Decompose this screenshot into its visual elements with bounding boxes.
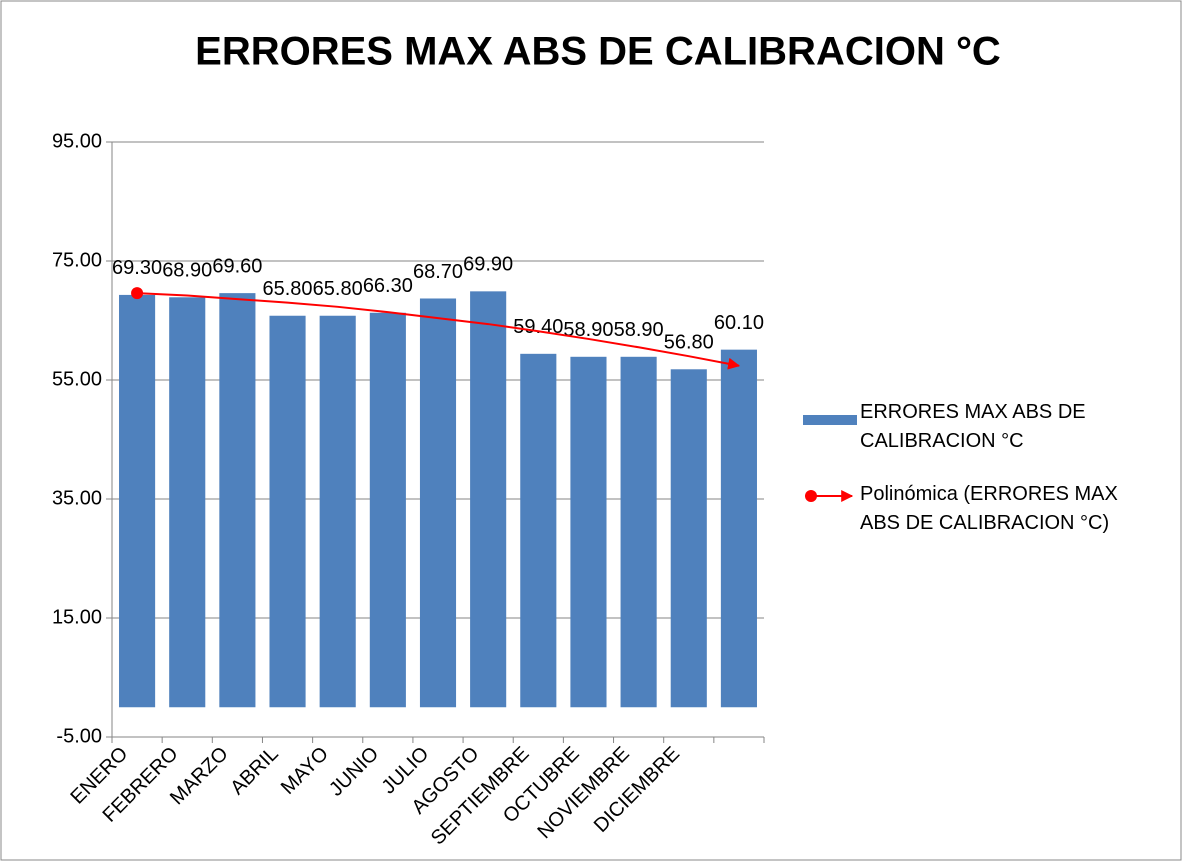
bar — [470, 291, 507, 708]
legend-entry: Polinómica (ERRORES MAX ABS DE CALIBRACI… — [860, 483, 1118, 534]
y-tick-label: 15.00 — [52, 606, 102, 628]
bar — [570, 356, 607, 708]
y-tick-label: 35.00 — [52, 487, 102, 509]
data-label: 66.30 — [363, 275, 413, 297]
data-label: 56.80 — [664, 332, 714, 354]
y-tick-label: 55.00 — [52, 368, 102, 390]
data-label: 68.90 — [162, 260, 212, 282]
data-label: 69.30 — [112, 257, 162, 279]
bar — [670, 369, 707, 708]
legend-swatch — [805, 490, 817, 502]
y-tick-label: -5.00 — [56, 725, 102, 747]
legend-entry: ERRORES MAX ABS DE CALIBRACION °C — [860, 401, 1086, 452]
bar — [720, 349, 757, 708]
data-label: 68.70 — [413, 261, 463, 283]
legend-swatch — [803, 415, 857, 425]
y-tick-label: 95.00 — [52, 130, 102, 152]
y-tick-label: 75.00 — [52, 249, 102, 271]
data-label: 65.80 — [313, 278, 363, 300]
data-label: 58.90 — [563, 319, 613, 341]
bar — [319, 315, 356, 708]
data-label: 65.80 — [263, 278, 313, 300]
data-label: 58.90 — [614, 319, 664, 341]
data-label: 69.60 — [212, 255, 262, 277]
chart-title: ERRORES MAX ABS DE CALIBRACION °C — [195, 30, 1001, 74]
bar — [419, 298, 457, 708]
data-label: 60.10 — [714, 312, 764, 334]
trend-marker — [131, 287, 144, 300]
bar — [369, 312, 406, 708]
bar — [119, 294, 156, 708]
data-label: 69.90 — [463, 254, 513, 276]
bar — [169, 297, 206, 708]
trend-line — [137, 292, 741, 370]
bar — [219, 293, 256, 708]
bar — [269, 315, 306, 708]
bar — [520, 353, 557, 708]
bar — [620, 356, 657, 708]
